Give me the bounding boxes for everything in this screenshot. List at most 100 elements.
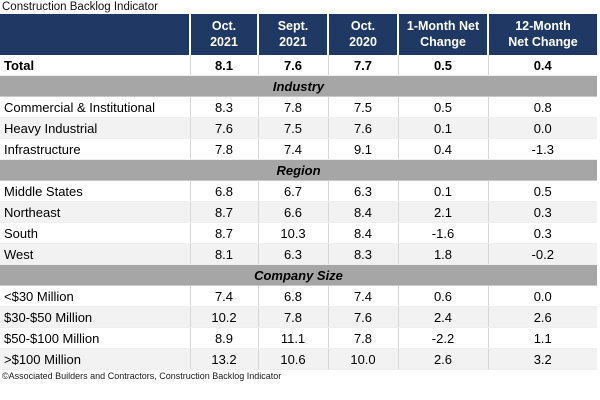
- cell-value: 3.2: [487, 348, 597, 370]
- header-line: Change: [420, 35, 466, 49]
- table-row: Infrastructure 7.8 7.4 9.1 0.4 -1.3: [0, 138, 597, 160]
- table-row: <$30 Million 7.4 6.8 7.4 0.6 0.0: [0, 285, 597, 307]
- cell-value: 10.6: [257, 348, 328, 370]
- cell-value: 2.6: [397, 348, 488, 370]
- cell-value: 11.1: [257, 327, 328, 349]
- table-row: Middle States 6.8 6.7 6.3 0.1 0.5: [0, 180, 597, 202]
- cell-value: 7.5: [327, 96, 398, 118]
- row-label: Infrastructure: [0, 138, 190, 160]
- cell-value: 6.6: [257, 201, 328, 223]
- cell-value: 8.4: [327, 201, 398, 223]
- copyright-note: ©Associated Builders and Contractors, Co…: [2, 371, 282, 381]
- cell-value: 8.3: [189, 96, 258, 118]
- table-row: Heavy Industrial 7.6 7.5 7.6 0.1 0.0: [0, 117, 597, 139]
- cell-value: 0.1: [397, 117, 488, 139]
- header-cell-sept-2021: Sept. 2021: [257, 14, 328, 55]
- section-band-row: Company Size: [0, 264, 597, 286]
- cell-value: -2.2: [397, 327, 488, 349]
- cell-value: 6.3: [257, 243, 328, 265]
- header-line: Oct.: [350, 19, 376, 33]
- cell-value: 0.5: [487, 180, 597, 202]
- cell-value: 7.6: [327, 306, 398, 328]
- cell-value: 0.3: [487, 201, 597, 223]
- header-cell-1-month-net-change: 1-Month Net Change: [397, 14, 488, 55]
- section-header: Company Size: [0, 264, 597, 286]
- header-line: Net Change: [508, 35, 578, 49]
- cell-value: 0.0: [487, 285, 597, 307]
- header-line: 1-Month Net: [406, 19, 480, 33]
- cell-value: 7.8: [189, 138, 258, 160]
- cell-value: 2.1: [397, 201, 488, 223]
- header-cell-12-month-net-change: 12-Month Net Change: [487, 14, 597, 55]
- cell-value: 7.6: [327, 117, 398, 139]
- cell-value: 8.7: [189, 222, 258, 244]
- cell-value: 10.0: [327, 348, 398, 370]
- row-label: Northeast: [0, 201, 190, 223]
- cell-value: -1.3: [487, 138, 597, 160]
- cell-value: 0.5: [397, 55, 488, 76]
- row-label: >$100 Million: [0, 348, 190, 370]
- section-band-row: Industry: [0, 75, 597, 97]
- section-band-row: Region: [0, 159, 597, 181]
- cell-value: 7.8: [257, 96, 328, 118]
- table-row: $30-$50 Million 10.2 7.8 7.6 2.4 2.6: [0, 306, 597, 328]
- cell-value: 8.1: [189, 55, 258, 76]
- cell-value: 0.8: [487, 96, 597, 118]
- cell-value: 1.1: [487, 327, 597, 349]
- row-label: Middle States: [0, 180, 190, 202]
- cell-value: 7.8: [327, 327, 398, 349]
- header-cell-oct-2021: Oct. 2021: [189, 14, 258, 55]
- backlog-table: Oct. 2021 Sept. 2021 Oct. 2020 1-Month N…: [0, 14, 597, 370]
- cell-value: 7.6: [189, 117, 258, 139]
- table-header: Oct. 2021 Sept. 2021 Oct. 2020 1-Month N…: [0, 14, 597, 55]
- cell-value: 7.4: [327, 285, 398, 307]
- header-line: Oct.: [211, 19, 237, 33]
- table-row: Commercial & Institutional 8.3 7.8 7.5 0.5 0.…: [0, 96, 597, 118]
- header-line: 2021: [210, 35, 238, 49]
- cell-value: 8.3: [327, 243, 398, 265]
- cell-value: 8.4: [327, 222, 398, 244]
- row-label: <$30 Million: [0, 285, 190, 307]
- cell-value: 7.6: [257, 55, 328, 76]
- table-row: $50-$100 Million 8.9 11.1 7.8 -2.2 1.1: [0, 327, 597, 349]
- cell-value: 1.8: [397, 243, 488, 265]
- cell-value: 9.1: [327, 138, 398, 160]
- section-header: Industry: [0, 75, 597, 97]
- row-label: South: [0, 222, 190, 244]
- header-cell-empty: [0, 14, 190, 55]
- cell-value: 7.7: [327, 55, 398, 76]
- cell-value: 7.4: [189, 285, 258, 307]
- cell-value: 0.3: [487, 222, 597, 244]
- row-label: Total: [0, 55, 190, 76]
- header-line: 2020: [349, 35, 377, 49]
- cell-value: 8.9: [189, 327, 258, 349]
- cell-value: 0.1: [397, 180, 488, 202]
- cell-value: 6.8: [257, 285, 328, 307]
- table-row: >$100 Million 13.2 10.6 10.0 2.6 3.2: [0, 348, 597, 370]
- header-line: Sept.: [277, 19, 309, 33]
- total-row: Total 8.1 7.6 7.7 0.5 0.4: [0, 55, 597, 76]
- cell-value: 13.2: [189, 348, 258, 370]
- table-row: West 8.1 6.3 8.3 1.8 -0.2: [0, 243, 597, 265]
- header-line: 12-Month: [515, 19, 571, 33]
- page-title: Construction Backlog Indicator: [2, 1, 158, 13]
- cell-value: 6.7: [257, 180, 328, 202]
- cell-value: 0.6: [397, 285, 488, 307]
- cell-value: 0.5: [397, 96, 488, 118]
- cell-value: 6.8: [189, 180, 258, 202]
- cell-value: 2.4: [397, 306, 488, 328]
- cell-value: 7.5: [257, 117, 328, 139]
- cell-value: 0.0: [487, 117, 597, 139]
- header-row: Oct. 2021 Sept. 2021 Oct. 2020 1-Month N…: [0, 14, 597, 55]
- row-label: West: [0, 243, 190, 265]
- header-cell-oct-2020: Oct. 2020: [327, 14, 398, 55]
- table-row: South 8.7 10.3 8.4 -1.6 0.3: [0, 222, 597, 244]
- row-label: $30-$50 Million: [0, 306, 190, 328]
- cell-value: 10.3: [257, 222, 328, 244]
- cell-value: 6.3: [327, 180, 398, 202]
- cell-value: 2.6: [487, 306, 597, 328]
- row-label: $50-$100 Million: [0, 327, 190, 349]
- header-line: 2021: [279, 35, 307, 49]
- cell-value: 0.4: [487, 55, 597, 76]
- cell-value: 8.1: [189, 243, 258, 265]
